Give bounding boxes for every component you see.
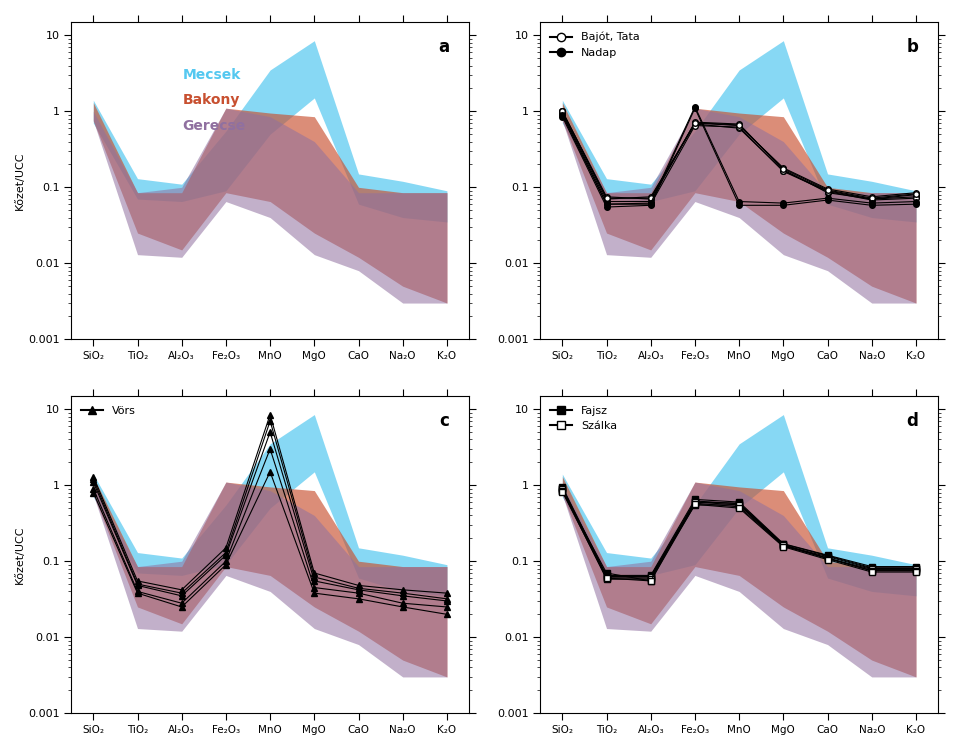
Text: Gerecse: Gerecse (182, 118, 246, 133)
Text: Bakony: Bakony (182, 94, 240, 107)
Text: a: a (438, 38, 449, 56)
Text: Mecsek: Mecsek (182, 68, 241, 82)
Y-axis label: Kőzet/UCC: Kőzet/UCC (15, 152, 25, 210)
Legend: Vörs: Vörs (77, 401, 140, 420)
Text: c: c (440, 412, 449, 430)
Text: b: b (906, 38, 918, 56)
Y-axis label: Kőzet/UCC: Kőzet/UCC (15, 525, 25, 584)
Legend: Fajsz, Szálka: Fajsz, Szálka (546, 401, 622, 436)
Legend: Bajót, Tata, Nadap: Bajót, Tata, Nadap (546, 28, 644, 62)
Text: d: d (906, 412, 918, 430)
